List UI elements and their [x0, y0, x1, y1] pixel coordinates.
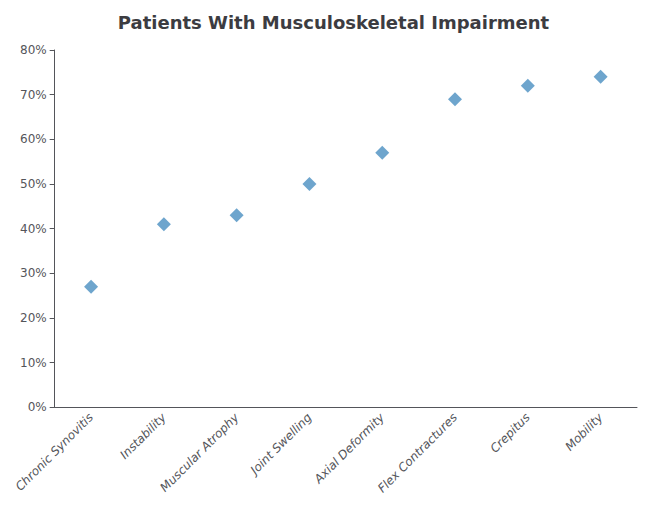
svg-text:Mobility: Mobility — [562, 410, 606, 454]
svg-text:Patients With Musculoskeletal: Patients With Musculoskeletal Impairment — [118, 12, 550, 33]
svg-text:10%: 10% — [20, 356, 47, 370]
svg-text:0%: 0% — [28, 400, 47, 414]
svg-text:60%: 60% — [20, 132, 47, 146]
svg-text:20%: 20% — [20, 311, 47, 325]
svg-text:40%: 40% — [20, 222, 47, 236]
svg-text:50%: 50% — [20, 177, 47, 191]
svg-text:Chronic Synovitis: Chronic Synovitis — [13, 410, 96, 493]
svg-text:Muscular Atrophy: Muscular Atrophy — [157, 410, 242, 495]
svg-text:Crepitus: Crepitus — [487, 410, 532, 455]
svg-text:Joint Swelling: Joint Swelling — [246, 410, 314, 478]
svg-text:Instability: Instability — [117, 410, 169, 462]
svg-text:70%: 70% — [20, 88, 47, 102]
svg-text:30%: 30% — [20, 266, 47, 280]
svg-text:Flex Contractures: Flex Contractures — [375, 410, 460, 495]
svg-text:80%: 80% — [20, 43, 47, 57]
svg-text:Axial Deformity: Axial Deformity — [311, 410, 388, 487]
